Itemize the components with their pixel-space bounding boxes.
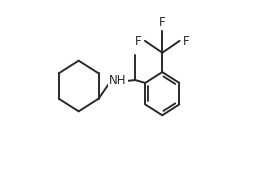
Text: NH: NH [109, 73, 127, 87]
Text: F: F [183, 35, 189, 48]
Text: F: F [159, 15, 166, 29]
Text: F: F [135, 35, 142, 48]
